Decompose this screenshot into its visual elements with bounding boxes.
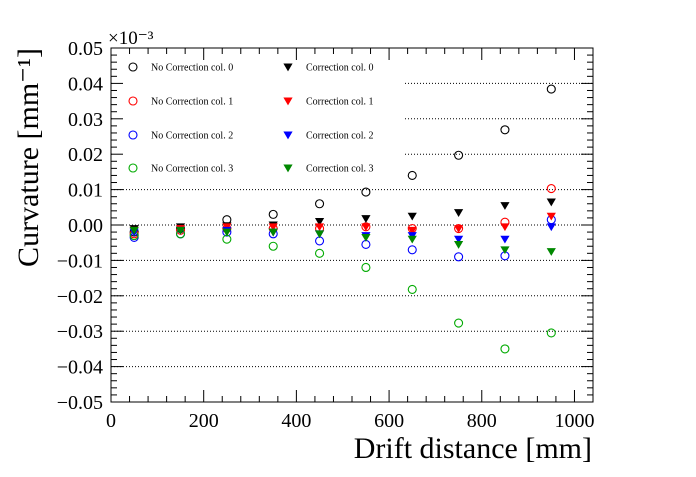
data-point-no-correction-col-0 [315,199,325,209]
legend-label-no-correction-col-1: No Correction col. 1 [151,97,233,108]
data-point-correction-col-3 [314,230,325,239]
data-point-no-correction-col-3 [268,241,278,251]
data-point-correction-col-0 [453,209,464,217]
x-tick-label: 1000 [554,410,594,432]
legend: No Correction col. 0 No Correction col. 1… [128,62,373,175]
data-point-no-correction-col-3 [407,284,417,294]
y-tick-label: 0.02 [68,144,103,166]
data-point-no-correction-col-1 [546,183,556,194]
data-point-correction-col-1 [500,223,510,232]
legend-marker-correction-col-3 [283,164,293,173]
legend-label-correction-col-3: Correction col. 3 [306,164,373,175]
y-axis-title: Curvature [mm⁻¹] [12,48,45,267]
y-axis-multiplier: ×10⁻³ [108,28,154,49]
y-tick-label: −0.05 [57,392,103,414]
legend-label-correction-col-2: Correction col. 2 [306,131,373,142]
data-point-correction-col-3 [546,248,556,256]
legend-background [112,49,404,184]
data-point-no-correction-col-2 [407,245,417,255]
y-tick-label: 0.03 [68,109,103,131]
y-tick-label: 0.04 [68,73,103,95]
data-point-no-correction-col-0 [361,187,371,197]
legend-marker-correction-col-1 [283,97,293,106]
data-point-correction-col-3 [361,233,371,242]
data-point-correction-col-2 [500,235,510,244]
legend-marker-correction-col-2 [283,131,293,140]
data-point-no-correction-col-3 [315,248,325,258]
data-point-correction-col-1 [268,223,278,232]
y-tick-label: 0.00 [68,215,103,237]
data-point-correction-col-0 [546,198,556,207]
y-tick-label: 0.05 [68,38,103,60]
y-tick-label: −0.04 [57,357,103,379]
data-point-correction-col-1 [546,212,556,221]
legend-label-no-correction-col-0: No Correction col. 0 [151,63,233,74]
data-point-no-correction-col-0 [268,209,278,219]
legend-marker-no-correction-col-3 [128,163,138,173]
y-tick-label: −0.03 [57,321,103,343]
legend-label-no-correction-col-2: No Correction col. 2 [151,131,233,142]
legend-label-no-correction-col-3: No Correction col. 3 [151,164,233,175]
data-point-correction-col-3 [175,226,186,235]
data-point-correction-col-2 [546,223,556,232]
legend-box [112,49,404,184]
data-point-correction-col-1 [314,223,325,232]
legend-label-correction-col-1: Correction col. 1 [306,97,373,108]
data-point-correction-col-2 [453,235,464,244]
data-point-correction-col-1 [407,226,417,235]
legend-marker-no-correction-col-2 [128,130,138,140]
axes-layer: −0.05 −0.04 −0.03 −0.02 −0.01 0.00 0.01 0.02 0.0… [57,38,595,432]
data-point-correction-col-3 [268,228,278,237]
data-point-correction-col-3 [129,226,139,235]
legend-label-correction-col-0: Correction col. 0 [306,63,373,74]
data-point-correction-col-1 [361,223,371,232]
legend-marker-correction-col-0 [283,63,293,72]
x-tick-label: 0 [106,410,116,432]
x-tick-label: 800 [467,410,497,432]
data-layer [129,84,556,354]
x-tick-label: 600 [374,410,404,432]
x-axis-title: Drift distance [mm] [354,432,592,465]
data-point-correction-col-0 [500,202,510,210]
data-point-no-correction-col-0 [546,84,556,94]
data-point-no-correction-col-0 [407,170,417,180]
data-point-correction-col-3 [407,235,417,244]
data-point-no-correction-col-0 [454,150,464,160]
y-tick-label: −0.02 [57,286,103,308]
data-point-no-correction-col-0 [500,125,510,135]
data-point-no-correction-col-3 [546,328,556,338]
data-point-correction-col-0 [361,215,371,223]
data-point-correction-col-0 [407,212,417,221]
y-tick-label: 0.01 [68,180,103,202]
x-tick-label: 200 [189,410,219,432]
data-point-correction-col-1 [453,225,464,233]
data-point-correction-col-3 [453,241,464,249]
data-point-no-correction-col-2 [454,252,464,262]
y-tick-label: −0.01 [57,250,103,272]
data-point-correction-col-3 [500,246,510,255]
data-point-no-correction-col-3 [500,344,510,354]
data-point-correction-col-0 [314,218,325,226]
legend-marker-no-correction-col-1 [128,96,138,106]
x-tick-label: 400 [281,410,311,432]
data-point-correction-col-3 [222,228,232,237]
data-point-no-correction-col-3 [361,262,371,273]
legend-marker-no-correction-col-0 [128,62,138,72]
data-point-no-correction-col-3 [454,318,464,328]
